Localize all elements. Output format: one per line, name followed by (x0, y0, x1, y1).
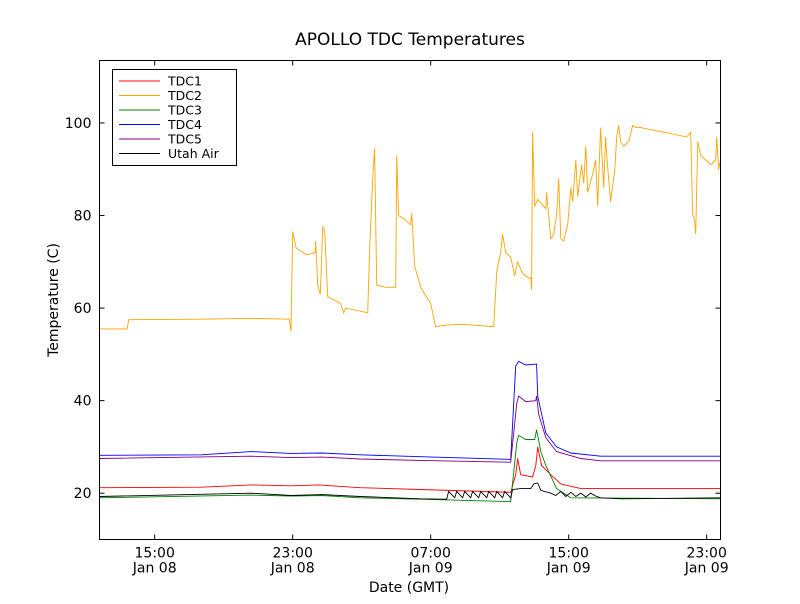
series-line-tdc1 (99, 446, 721, 493)
y-tick-label: 20 (74, 486, 92, 502)
series-line-tdc2 (99, 124, 721, 332)
y-tick-label: 80 (74, 209, 92, 225)
legend-box (112, 69, 237, 166)
x-tick-time-label: 23:00 (687, 546, 727, 562)
legend-label: TDC4 (167, 117, 202, 132)
plot-frame (99, 60, 721, 540)
legend-label: TDC1 (167, 74, 202, 89)
series-line-tdc3 (99, 429, 721, 503)
x-tick-time-label: 07:00 (411, 546, 451, 562)
series-line-tdc4 (99, 360, 721, 460)
x-tick-time-label: 23:00 (273, 546, 313, 562)
legend-label: Utah Air (168, 146, 220, 161)
x-tick-time-label: 15:00 (549, 546, 589, 562)
y-axis-label: Temperature (C) (46, 243, 62, 358)
legend-label: TDC5 (167, 132, 202, 147)
series-line-tdc5 (99, 395, 721, 463)
y-tick-label: 60 (74, 301, 92, 317)
x-axis-label: Date (GMT) (369, 580, 449, 596)
y-tick-label: 40 (74, 394, 92, 410)
series-line-utah-air (99, 482, 721, 500)
x-tick-date-label: Jan 09 (408, 561, 453, 577)
legend-label: TDC3 (167, 103, 202, 118)
x-tick-time-label: 15:00 (135, 546, 175, 562)
series-layer (99, 124, 721, 503)
x-tick-date-label: Jan 09 (684, 561, 729, 577)
x-tick-date-label: Jan 09 (546, 561, 591, 577)
y-tick-label: 100 (65, 116, 92, 132)
chart-title: APOLLO TDC Temperatures (295, 30, 525, 50)
legend-label: TDC2 (167, 88, 202, 103)
x-tick-date-label: Jan 08 (270, 561, 315, 577)
x-tick-date-label: Jan 08 (132, 561, 177, 577)
